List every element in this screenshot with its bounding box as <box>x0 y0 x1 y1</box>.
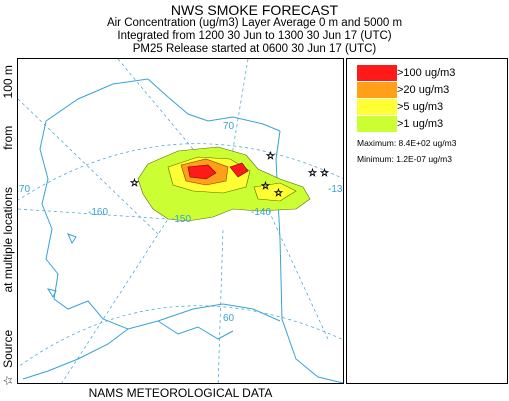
legend-label: >100 ug/m3 <box>397 67 456 79</box>
alaska-coastline <box>22 78 343 383</box>
legend-panel: >100 ug/m3 >20 ug/m3 >5 ug/m3 >1 ug/m3 Maxi… <box>346 58 508 384</box>
lon-label-150: -150 <box>171 214 191 225</box>
legend-label: >5 ug/m3 <box>397 101 444 113</box>
plume-level-100 <box>187 164 217 180</box>
lon-label-160: -160 <box>88 207 108 218</box>
page-title: NWS SMOKE FORECAST <box>170 2 339 18</box>
map-gridlines <box>18 59 343 383</box>
lon-label-130: -130 <box>328 184 343 195</box>
meteorological-data-label: NAMS METEOROLOGICAL DATA <box>88 386 273 400</box>
integration-subtitle: Integrated from 1200 30 Jun to 1300 30 J… <box>117 30 392 42</box>
legend-swatch <box>357 65 397 81</box>
legend-swatch <box>357 82 397 98</box>
concentration-subtitle: Air Concentration (ug/m3) Layer Average … <box>106 17 403 29</box>
lat-label-70: 70 <box>223 121 235 132</box>
source-star-icon: ☆ <box>274 188 283 199</box>
legend-label: >1 ug/m3 <box>397 118 444 130</box>
lat-label-60: 60 <box>223 313 235 324</box>
map-panel: ☆ ☆ ☆ ☆ ☆ ☆ -170 -160 -150 -140 -130 70 … <box>17 58 344 384</box>
locations-label: at multiple locations <box>1 187 15 293</box>
release-subtitle: PM25 Release started at 0600 30 Jun 17 (… <box>132 43 377 55</box>
height-label: 100 m <box>1 65 15 99</box>
legend-label: >20 ug/m3 <box>397 84 450 96</box>
minimum-value: Minimum: 1.2E-07 ug/m3 <box>357 154 452 164</box>
smoke-map: ☆ ☆ ☆ ☆ ☆ ☆ -170 -160 -150 -140 -130 70 … <box>18 59 343 383</box>
source-star-icon: ☆ <box>308 168 317 179</box>
source-star-icon: ☆ <box>266 151 275 162</box>
source-star-icon: ☆ <box>261 181 270 192</box>
source-label: Source <box>1 329 15 368</box>
from-label: from <box>1 125 15 150</box>
source-markers: ☆ ☆ ☆ ☆ ☆ ☆ <box>130 151 330 200</box>
source-star-icon: ☆ <box>130 178 139 189</box>
source-side-label: ☆ Source at multiple locations from 100 … <box>1 56 15 386</box>
smoke-plume <box>137 146 311 222</box>
maximum-value: Maximum: 8.4E+02 ug/m3 <box>357 138 457 148</box>
lon-label-170: -170 <box>18 184 30 195</box>
lon-label-140: -140 <box>251 207 271 218</box>
source-star-icon: ☆ <box>1 375 15 386</box>
legend-swatch <box>357 116 397 132</box>
source-star-icon: ☆ <box>320 168 329 179</box>
legend-swatch <box>357 99 397 115</box>
